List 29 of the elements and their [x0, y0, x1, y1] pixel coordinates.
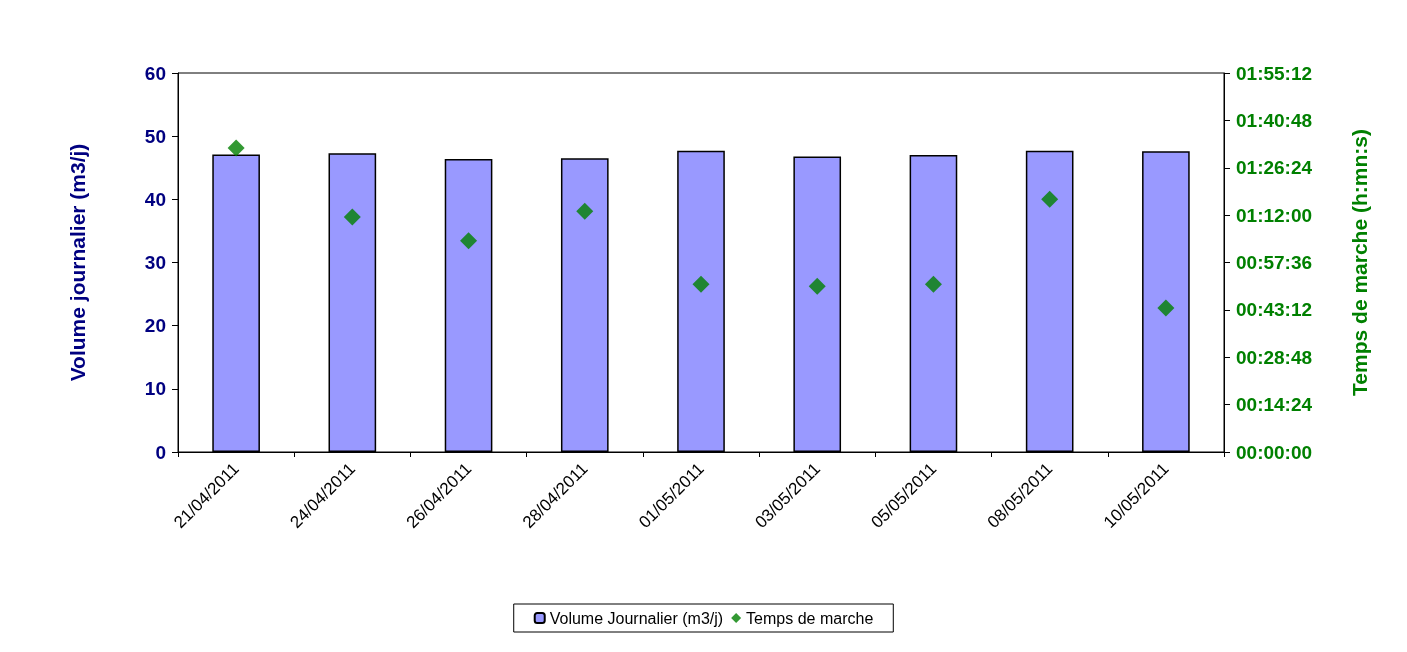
y2-tick-label: 01:40:48 [1236, 109, 1313, 131]
y-tick-label: 20 [144, 315, 166, 337]
y-tick-label: 50 [144, 125, 166, 147]
point [576, 202, 594, 220]
y-axis-title: Volume journalier (m3/j) [66, 143, 89, 382]
y2-tick-label: 01:12:00 [1236, 204, 1313, 226]
y2-tick-label: 01:26:24 [1236, 157, 1313, 179]
point [460, 232, 478, 250]
y2-tick-label: 01:55:12 [1236, 62, 1313, 84]
y2-tick-label: 00:43:12 [1236, 299, 1313, 321]
y-tick-label: 30 [144, 252, 166, 273]
legend-label: Temps de marche [746, 609, 874, 627]
point [1041, 190, 1059, 208]
y2-tick-label: 00:57:36 [1236, 252, 1313, 273]
y2-tick-label: 00:14:24 [1236, 394, 1313, 416]
y-tick-label: 10 [144, 378, 166, 400]
point [343, 208, 361, 226]
point [924, 275, 942, 293]
y-tick-label: 40 [144, 188, 166, 210]
point [692, 275, 710, 293]
point [227, 139, 245, 157]
point [808, 277, 826, 295]
point [1157, 299, 1175, 317]
y-tick-label: 60 [144, 62, 166, 84]
y-tick-label: 0 [155, 441, 166, 463]
y2-axis-title: Temps de marche (h:mn:s) [1348, 129, 1371, 396]
y2-tick-label: 00:00:00 [1236, 441, 1313, 463]
y2-tick-label: 00:28:48 [1236, 346, 1313, 368]
legend-label: Volume Journalier (m3/j) [549, 609, 724, 627]
